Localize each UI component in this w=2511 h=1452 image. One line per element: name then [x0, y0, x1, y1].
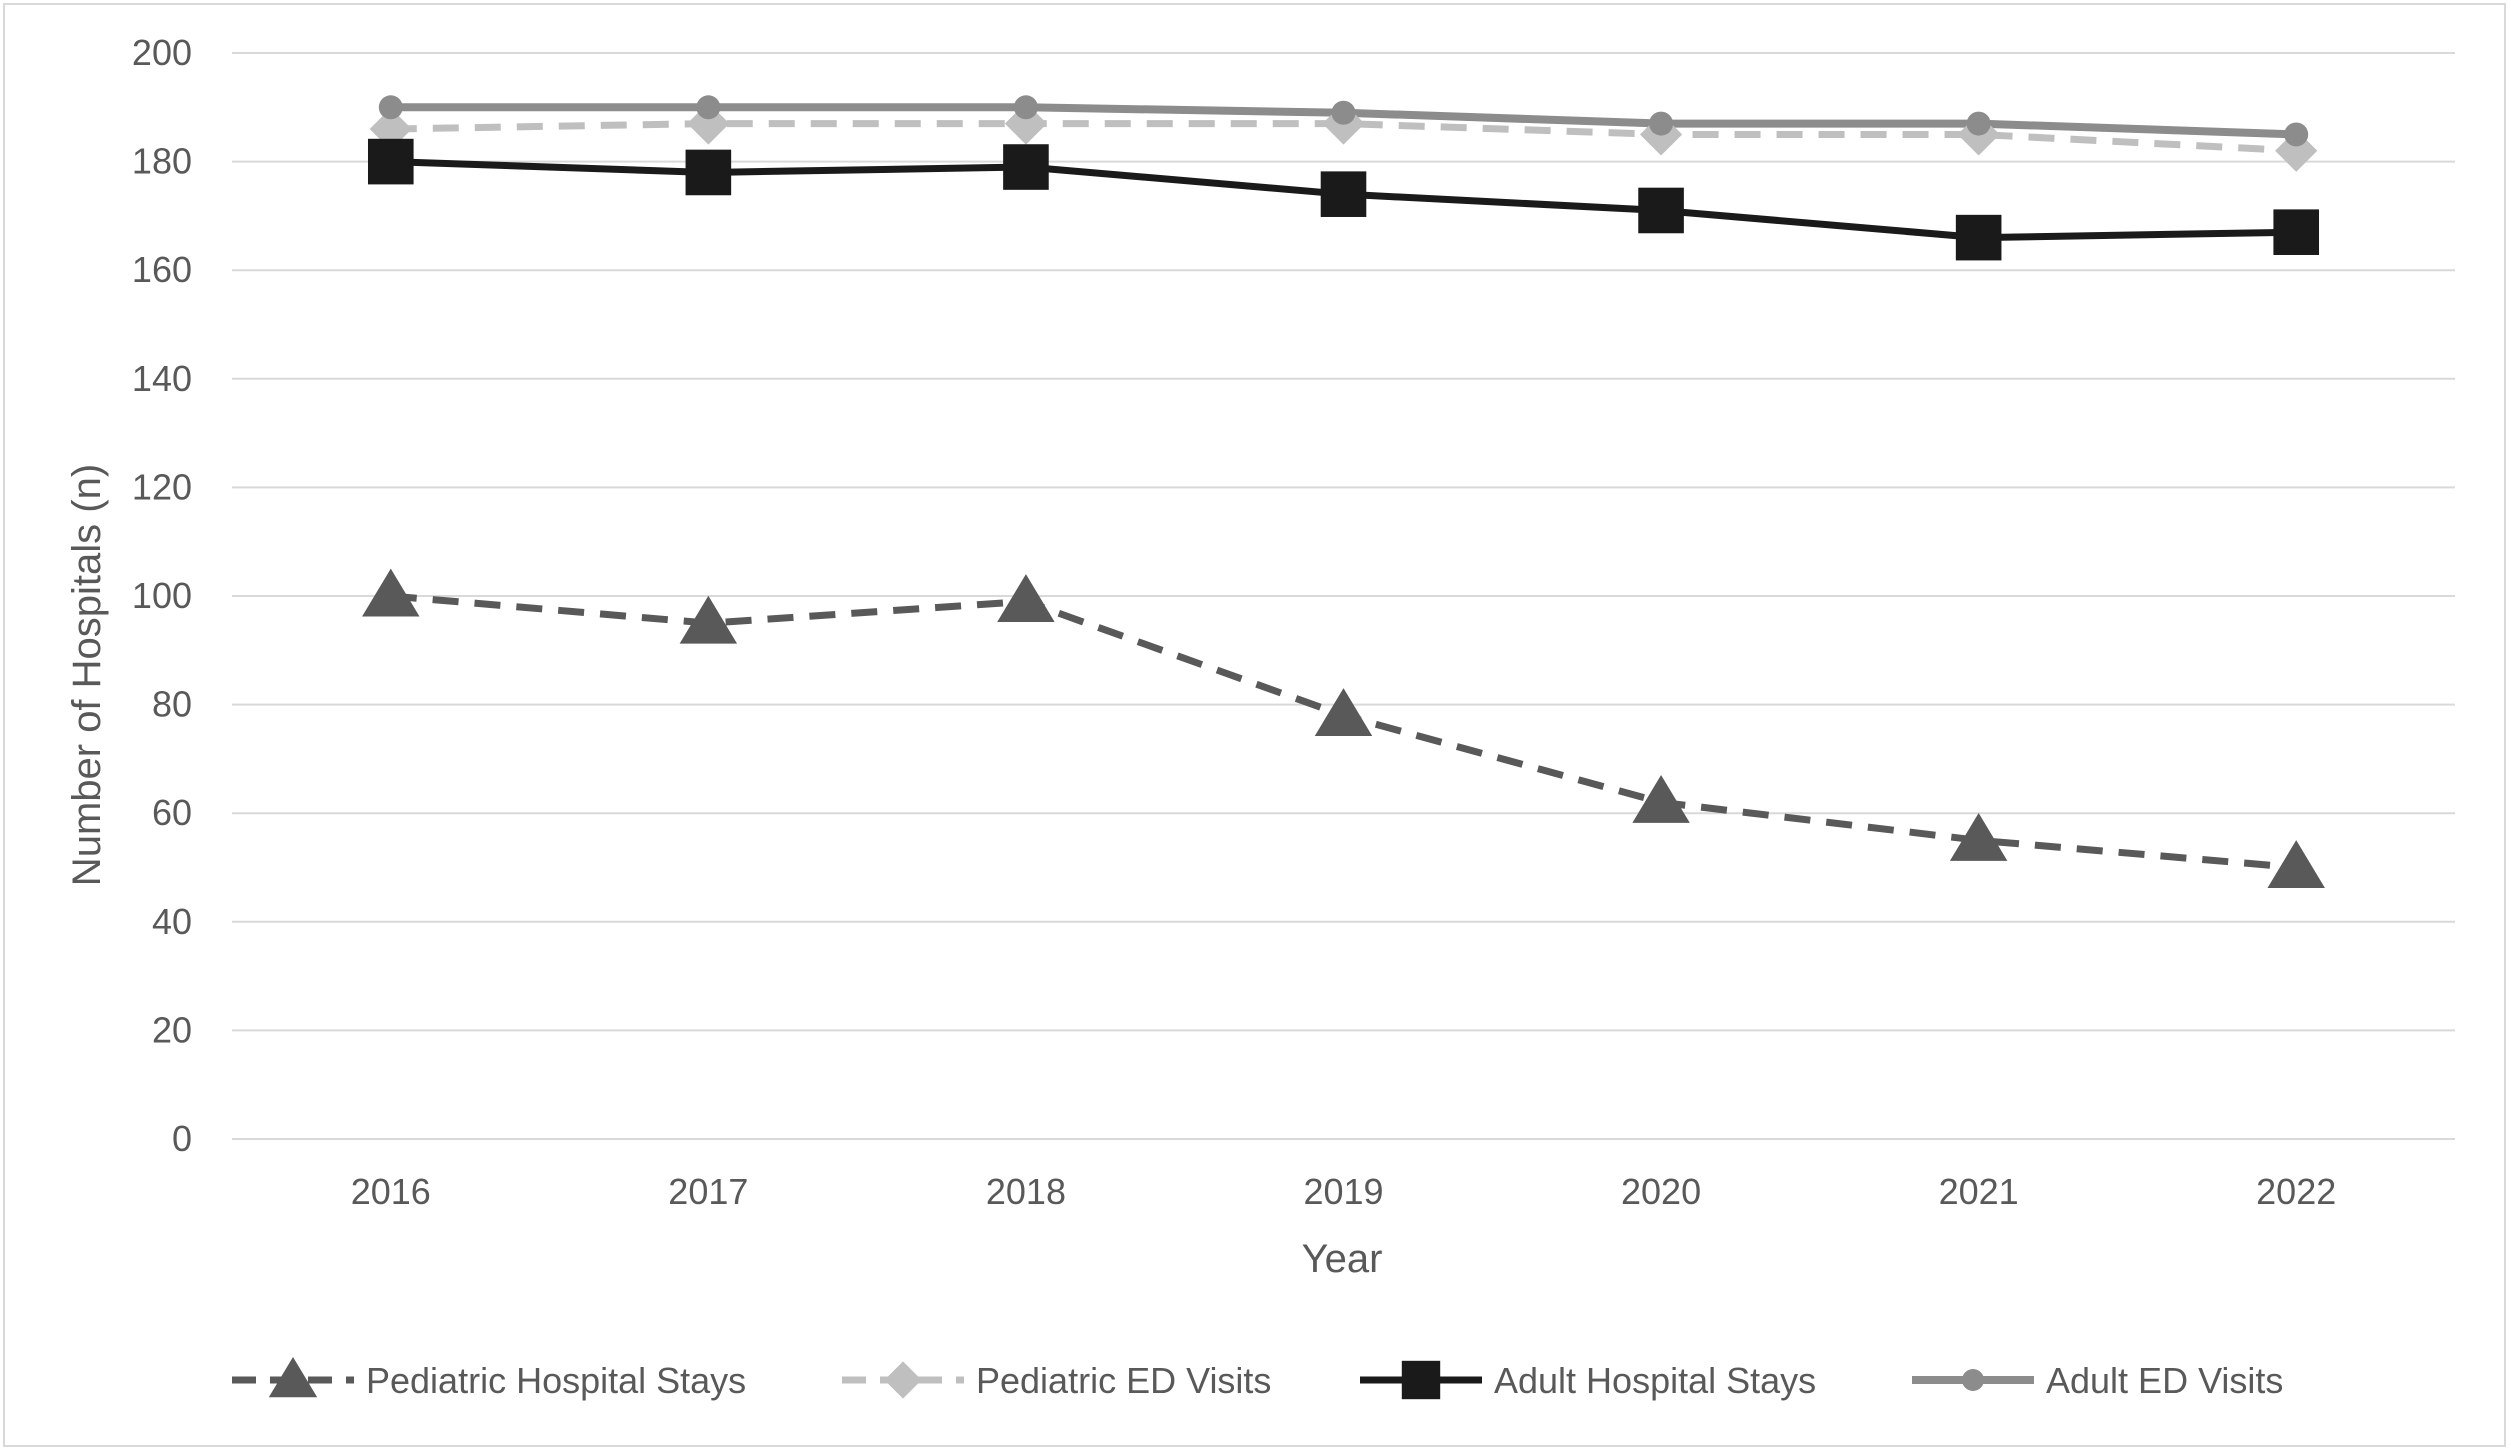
- y-tick-label: 60: [152, 792, 192, 833]
- y-tick-label: 80: [152, 684, 192, 725]
- legend-marker: [1962, 1369, 1984, 1391]
- data-point-pediatric-ed-visits: [2275, 129, 2318, 172]
- legend-marker: [884, 1361, 922, 1399]
- data-point-pediatric-hospital-stays: [679, 595, 738, 644]
- legend: Pediatric Hospital Stays Pediatric ED Vis…: [232, 1356, 2283, 1401]
- legend-label: Adult Hospital Stays: [1494, 1360, 1816, 1401]
- y-tick-label: 0: [172, 1118, 192, 1159]
- data-point-pediatric-hospital-stays: [1949, 812, 2008, 861]
- gridlines: [232, 52, 2455, 1140]
- legend-item-pediatric-hospital-stays: Pediatric Hospital Stays: [232, 1356, 746, 1401]
- data-point-adult-hospital-stays: [1320, 171, 1367, 217]
- legend-label: Pediatric ED Visits: [976, 1360, 1271, 1401]
- data-point-adult-ed-visits: [1649, 111, 1674, 136]
- chart-frame: [3, 3, 2506, 1447]
- data-point-adult-ed-visits: [378, 95, 403, 120]
- y-tick-label: 180: [132, 141, 192, 182]
- data-point-adult-ed-visits: [2284, 122, 2309, 147]
- data-point-pediatric-ed-visits: [687, 102, 730, 145]
- x-tick-label: 2019: [1303, 1171, 1383, 1212]
- y-axis-title: Number of Hospitals (n): [65, 464, 109, 886]
- data-point-pediatric-hospital-stays: [1632, 774, 1690, 823]
- data-point-adult-hospital-stays: [367, 138, 414, 185]
- y-axis-ticks: 0 20 40 60 80 100 120 140 160 180 200: [132, 32, 192, 1159]
- x-axis-ticks: 2016 2017 2018 2019 2020 2021 2022: [351, 1171, 2337, 1212]
- data-point-adult-hospital-stays: [1003, 144, 1049, 190]
- data-point-pediatric-hospital-stays: [1314, 688, 1373, 736]
- data-point-pediatric-hospital-stays: [997, 574, 1055, 622]
- data-point-adult-ed-visits: [1331, 100, 1356, 125]
- series-markers: [362, 95, 2325, 889]
- data-point-adult-hospital-stays: [1638, 187, 1684, 234]
- legend-item-adult-ed-visits: Adult ED Visits: [1912, 1360, 2283, 1401]
- x-tick-label: 2020: [1621, 1171, 1701, 1212]
- data-point-adult-hospital-stays: [1955, 214, 2002, 261]
- data-point-pediatric-hospital-stays: [2267, 840, 2325, 889]
- x-tick-label: 2018: [986, 1171, 1066, 1212]
- legend-label: Adult ED Visits: [2046, 1360, 2283, 1401]
- y-tick-label: 100: [132, 575, 192, 616]
- x-tick-label: 2021: [1939, 1171, 2019, 1212]
- data-point-adult-ed-visits: [696, 95, 721, 120]
- legend-label: Pediatric Hospital Stays: [366, 1360, 746, 1401]
- x-tick-label: 2017: [668, 1171, 748, 1212]
- y-tick-label: 200: [132, 32, 192, 73]
- legend-marker: [268, 1356, 318, 1398]
- y-tick-label: 140: [132, 358, 192, 399]
- data-point-adult-ed-visits: [1966, 111, 1991, 136]
- legend-item-pediatric-ed-visits: Pediatric ED Visits: [842, 1360, 1271, 1401]
- y-tick-label: 20: [152, 1009, 192, 1050]
- x-tick-label: 2022: [2256, 1171, 2336, 1212]
- legend-item-adult-hospital-stays: Adult Hospital Stays: [1360, 1360, 1816, 1401]
- x-tick-label: 2016: [351, 1171, 431, 1212]
- y-tick-label: 160: [132, 249, 192, 290]
- legend-marker: [1401, 1360, 1441, 1400]
- x-axis-title: Year: [1302, 1237, 1383, 1281]
- data-point-adult-hospital-stays: [2273, 209, 2320, 255]
- y-tick-label: 120: [132, 466, 192, 507]
- data-point-adult-hospital-stays: [685, 149, 732, 196]
- data-point-adult-ed-visits: [1013, 95, 1038, 120]
- data-point-pediatric-ed-visits: [1004, 102, 1048, 145]
- y-tick-label: 40: [152, 901, 192, 942]
- data-point-pediatric-hospital-stays: [362, 568, 420, 617]
